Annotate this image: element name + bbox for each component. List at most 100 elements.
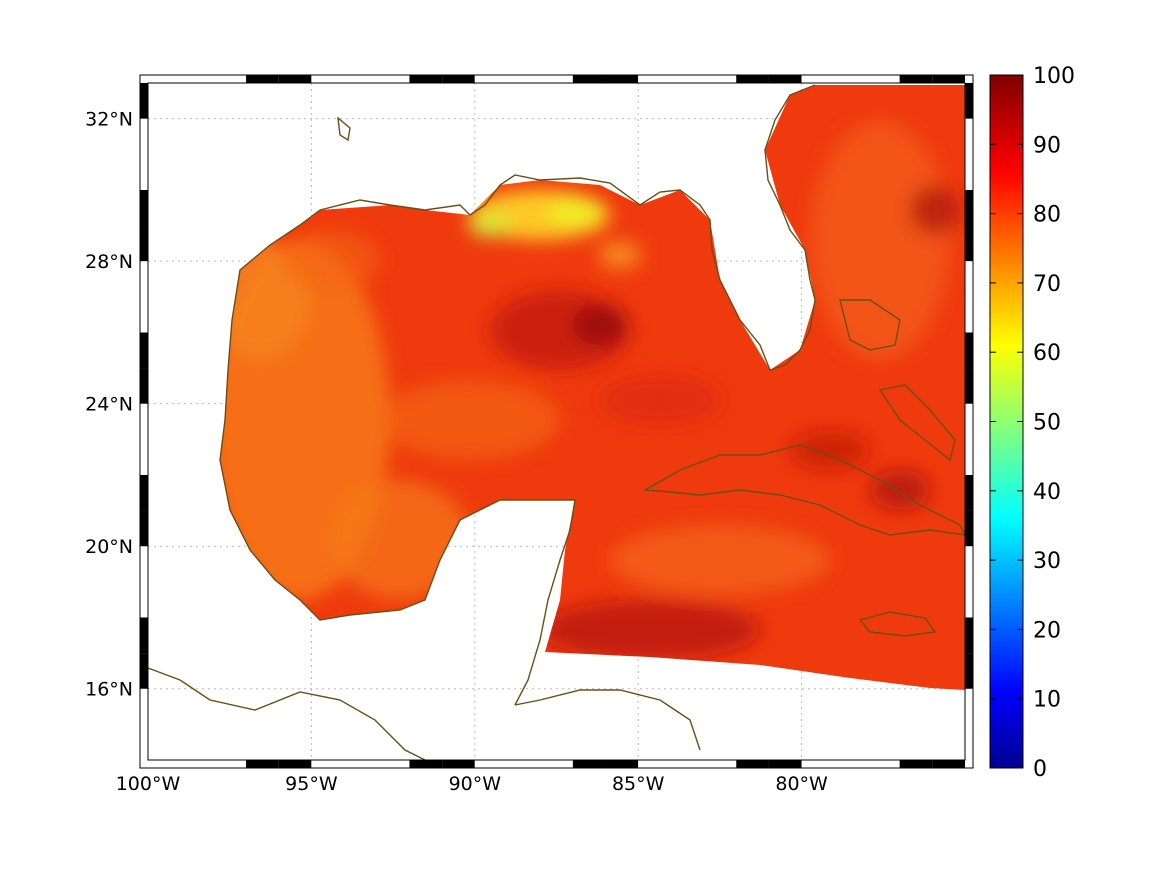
border-segment-left <box>140 653 148 689</box>
border-segment-bottom <box>736 760 769 768</box>
border-segment-bottom <box>638 760 671 768</box>
map-frame <box>139 74 974 769</box>
border-segment-bottom <box>180 760 214 768</box>
border-segment-left <box>140 724 148 760</box>
lat-tick-label: 28°N <box>85 251 133 273</box>
border-segment-top <box>736 75 769 83</box>
colorbar-tick-label: 30 <box>1033 549 1061 574</box>
latitude-tick-labels: 16°N 20°N 24°N 28°N 32°N <box>85 109 133 701</box>
border-segment-bottom <box>540 760 573 768</box>
border-segment-right <box>965 368 973 404</box>
border-segment-bottom <box>932 760 965 768</box>
border-segment-bottom <box>801 760 835 768</box>
border-segment-bottom <box>768 760 802 768</box>
border-segment-bottom <box>572 760 606 768</box>
border-segment-top <box>572 75 606 83</box>
border-segment-top <box>507 75 541 83</box>
border-segment-top <box>442 75 475 83</box>
border-segment-right <box>965 724 973 760</box>
border-segment-bottom <box>703 760 737 768</box>
colorbar-tick-label: 70 <box>1033 272 1061 297</box>
border-segment-left <box>140 617 148 654</box>
border-segment-right <box>965 189 973 226</box>
border-segment-right <box>965 154 973 190</box>
border-segment-left <box>140 332 148 369</box>
border-segment-top <box>148 75 181 83</box>
lon-tick-label: 80°W <box>775 773 828 795</box>
border-segment-bottom <box>899 760 933 768</box>
border-segment-right <box>965 225 973 262</box>
border-segment-bottom <box>344 760 377 768</box>
border-segment-bottom <box>246 760 279 768</box>
colorbar-tick-label: 40 <box>1033 480 1061 505</box>
border-segment-left <box>140 189 148 226</box>
border-segment-left <box>140 403 148 440</box>
border-segment-top <box>246 75 279 83</box>
border-segment-bottom <box>148 760 181 768</box>
lat-tick-label: 20°N <box>85 536 133 558</box>
border-segment-top <box>213 75 247 83</box>
lat-tick-label: 16°N <box>85 679 133 701</box>
border-segment-left <box>140 118 148 155</box>
border-segment-top <box>768 75 802 83</box>
border-segment-top <box>344 75 377 83</box>
lat-tick-label: 24°N <box>85 394 133 416</box>
border-segment-left <box>140 225 148 262</box>
border-segment-top <box>180 75 214 83</box>
border-segment-right <box>965 688 973 725</box>
border-segment-left <box>140 368 148 404</box>
border-segment-left <box>140 510 148 547</box>
coastline-bahamas-south <box>878 384 956 462</box>
border-segment-left <box>140 474 148 511</box>
colorbar-tick-label: 0 <box>1033 757 1047 782</box>
coastline-bahamas <box>839 299 901 351</box>
lon-tick-label: 100°W <box>116 773 181 795</box>
colorbar-tick-label: 20 <box>1033 618 1061 643</box>
coastline-jamaica <box>858 611 937 637</box>
border-segment-left <box>140 546 148 582</box>
colorbar-tick-label: 80 <box>1033 203 1061 228</box>
border-segment-bottom <box>409 760 443 768</box>
border-segment-top <box>834 75 867 83</box>
border-segment-right <box>965 617 973 654</box>
border-segment-right <box>965 546 973 582</box>
border-segment-left <box>140 296 148 333</box>
colorbar-tick-label: 100 <box>1033 64 1075 89</box>
border-segment-left <box>140 688 148 725</box>
border-segment-bottom <box>866 760 900 768</box>
coastline-honduras <box>514 689 701 751</box>
border-segment-right <box>965 403 973 440</box>
colorbar-tick-label: 10 <box>1033 688 1061 713</box>
border-segment-bottom <box>278 760 312 768</box>
border-segment-top <box>278 75 312 83</box>
colorbar-tick-label: 90 <box>1033 133 1061 158</box>
coastlines <box>147 84 967 761</box>
border-segment-top <box>409 75 443 83</box>
border-segment-right <box>965 332 973 369</box>
lon-tick-label: 85°W <box>612 773 665 795</box>
border-segment-top <box>866 75 900 83</box>
border-segment-bottom <box>213 760 247 768</box>
border-segment-top <box>376 75 410 83</box>
border-segment-right <box>965 261 973 297</box>
border-segment-top <box>311 75 345 83</box>
lon-tick-label: 95°W <box>285 773 338 795</box>
border-segment-top <box>474 75 508 83</box>
border-segment-bottom <box>834 760 867 768</box>
border-segment-bottom <box>376 760 410 768</box>
border-segment-bottom <box>474 760 508 768</box>
border-segment-left <box>140 439 148 475</box>
border-segment-bottom <box>605 760 639 768</box>
border-segment-left <box>140 154 148 190</box>
border-segment-top <box>932 75 965 83</box>
coastline-lake <box>337 116 351 142</box>
border-segment-top <box>670 75 704 83</box>
border-segment-top <box>703 75 737 83</box>
border-segment-bottom <box>311 760 345 768</box>
data-field <box>220 85 965 690</box>
border-segment-top <box>801 75 835 83</box>
border-segment-left <box>140 581 148 618</box>
border-segment-right <box>965 510 973 547</box>
coastline-gulf <box>319 84 816 371</box>
